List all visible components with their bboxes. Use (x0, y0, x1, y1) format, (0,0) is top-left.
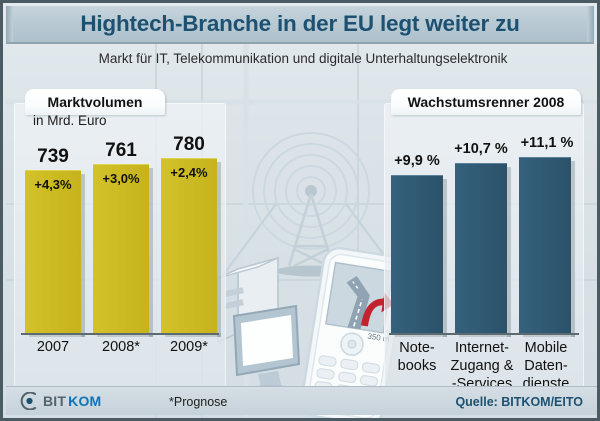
category-2008: 2008* (102, 339, 140, 355)
bar-internet-access-shadow-bottom (459, 333, 511, 337)
tab-marktvolumen: Marktvolumen (25, 89, 165, 115)
bar-2008-body (93, 164, 149, 333)
category-mobile-data-line2: Daten- (524, 358, 568, 374)
bar-2009-shadow-bottom (165, 333, 221, 337)
bar-2009-shadow (217, 162, 221, 337)
bar-2009-body (161, 158, 217, 333)
bar-2008-growth: +3,0% (102, 171, 140, 186)
category-2007: 2007 (36, 339, 70, 355)
page-subtitle: Markt für IT, Telekommunikation und digi… (98, 51, 508, 66)
tab-wachstumsrenner: Wachstumsrenner 2008 (391, 89, 581, 115)
category-mobile-data-line1: Mobile (524, 340, 568, 356)
bar-notebooks-body (391, 175, 443, 333)
titlebar-left-edge (6, 6, 13, 42)
title-bar: Hightech-Branche in der EU legt weiter z… (6, 6, 594, 44)
bar-internet-access-shadow (507, 167, 511, 337)
category-notebooks-line2: books (397, 358, 437, 374)
bar-2007 (25, 170, 85, 337)
mobile-phone-navigation-icon: 350 m (300, 246, 406, 418)
bar-notebooks-shadow (443, 179, 447, 337)
footer-bar (6, 386, 597, 415)
bar-2007-body (25, 170, 81, 333)
left-chart-axis (21, 333, 219, 335)
bar-2009-value: 780 (173, 134, 205, 155)
bar-internet-access-body (455, 163, 507, 333)
tab-wachstumsrenner-label: Wachstumsrenner 2008 (407, 94, 565, 110)
bar-mobile-data-value: +11,1 % (520, 135, 574, 151)
prognose-note: *Prognose (169, 395, 228, 409)
bitkom-logo-kom: KOM (68, 393, 102, 409)
category-internet-access-line2: Zugang & (450, 358, 514, 374)
bar-2008-value: 761 (105, 140, 137, 161)
tab-marktvolumen-label: Marktvolumen (47, 94, 143, 110)
bar-2007-value: 739 (37, 146, 69, 167)
titlebar-right-edge (587, 6, 594, 42)
bar-notebooks-value: +9,9 % (394, 153, 440, 169)
bar-mobile-data-body (519, 157, 571, 333)
category-notebooks: Note- books (385, 339, 449, 375)
bar-2007-shadow-bottom (29, 333, 85, 337)
bar-mobile-data-shadow (571, 161, 575, 337)
desktop-computer-icon (217, 256, 301, 395)
bar-notebooks (391, 175, 447, 337)
bar-2008 (93, 164, 153, 337)
right-chart-axis (389, 333, 579, 335)
bar-notebooks-shadow-bottom (395, 333, 447, 337)
bar-2007-shadow (81, 174, 85, 337)
bitkom-logo-bit: BIT (43, 393, 67, 409)
bar-internet-access (455, 163, 511, 337)
category-notebooks-line1: Note- (399, 340, 435, 356)
page-title: Hightech-Branche in der EU legt weiter z… (80, 11, 520, 36)
source-note: Quelle: BITKOM/EITO (455, 395, 583, 409)
bar-mobile-data (519, 157, 575, 337)
bar-2007-growth: +4,3% (34, 177, 72, 192)
bitkom-arc-icon (20, 392, 37, 410)
category-2009: 2009* (170, 339, 208, 355)
bar-2008-shadow (149, 168, 153, 337)
bar-2009 (161, 158, 221, 337)
category-internet-access: Internet- Zugang & -Services (447, 339, 517, 393)
bar-mobile-data-shadow-bottom (523, 333, 575, 337)
bar-internet-access-value: +10,7 % (454, 141, 508, 157)
bitkom-logo: BIT KOM (19, 392, 101, 410)
market-volume-unit-label: in Mrd. Euro (33, 113, 107, 128)
bar-2008-shadow-bottom (97, 333, 153, 337)
category-internet-access-line1: Internet- (455, 340, 509, 356)
category-mobile-data: Mobile Daten- dienste (513, 339, 579, 393)
bar-2009-growth: +2,4% (170, 165, 208, 180)
